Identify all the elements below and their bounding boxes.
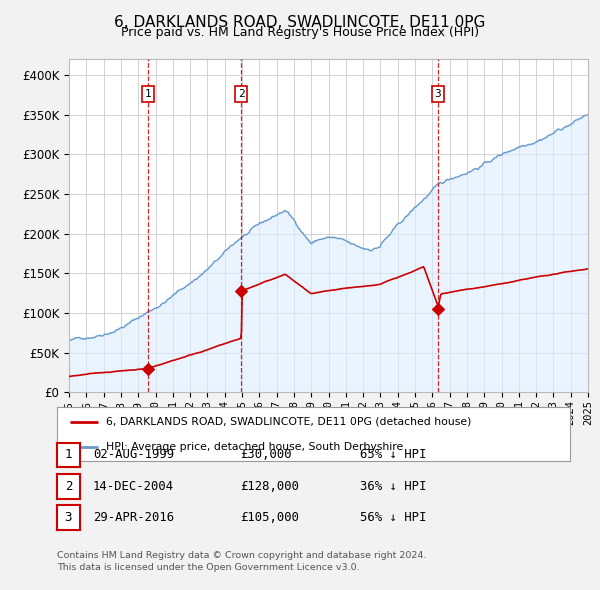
Text: 3: 3 <box>434 89 441 99</box>
Text: 2: 2 <box>65 480 72 493</box>
Text: £105,000: £105,000 <box>240 511 299 524</box>
Point <box>143 364 153 373</box>
Text: HPI: Average price, detached house, South Derbyshire: HPI: Average price, detached house, Sout… <box>106 442 403 452</box>
Text: 2: 2 <box>238 89 245 99</box>
Point <box>433 304 443 314</box>
Text: 6, DARKLANDS ROAD, SWADLINCOTE, DE11 0PG (detached house): 6, DARKLANDS ROAD, SWADLINCOTE, DE11 0PG… <box>106 417 471 427</box>
Text: 6, DARKLANDS ROAD, SWADLINCOTE, DE11 0PG: 6, DARKLANDS ROAD, SWADLINCOTE, DE11 0PG <box>115 15 485 30</box>
Text: Contains HM Land Registry data © Crown copyright and database right 2024.: Contains HM Land Registry data © Crown c… <box>57 552 427 560</box>
Point <box>236 286 246 296</box>
Text: 14-DEC-2004: 14-DEC-2004 <box>93 480 174 493</box>
Text: 29-APR-2016: 29-APR-2016 <box>93 511 174 524</box>
Text: This data is licensed under the Open Government Licence v3.0.: This data is licensed under the Open Gov… <box>57 563 359 572</box>
Text: 56% ↓ HPI: 56% ↓ HPI <box>360 511 427 524</box>
Text: 1: 1 <box>65 448 72 461</box>
Text: £30,000: £30,000 <box>240 448 292 461</box>
Text: 36% ↓ HPI: 36% ↓ HPI <box>360 480 427 493</box>
Text: £128,000: £128,000 <box>240 480 299 493</box>
Text: 1: 1 <box>145 89 152 99</box>
Text: Price paid vs. HM Land Registry's House Price Index (HPI): Price paid vs. HM Land Registry's House … <box>121 26 479 39</box>
Text: 02-AUG-1999: 02-AUG-1999 <box>93 448 174 461</box>
Text: 65% ↓ HPI: 65% ↓ HPI <box>360 448 427 461</box>
Text: 3: 3 <box>65 511 72 524</box>
